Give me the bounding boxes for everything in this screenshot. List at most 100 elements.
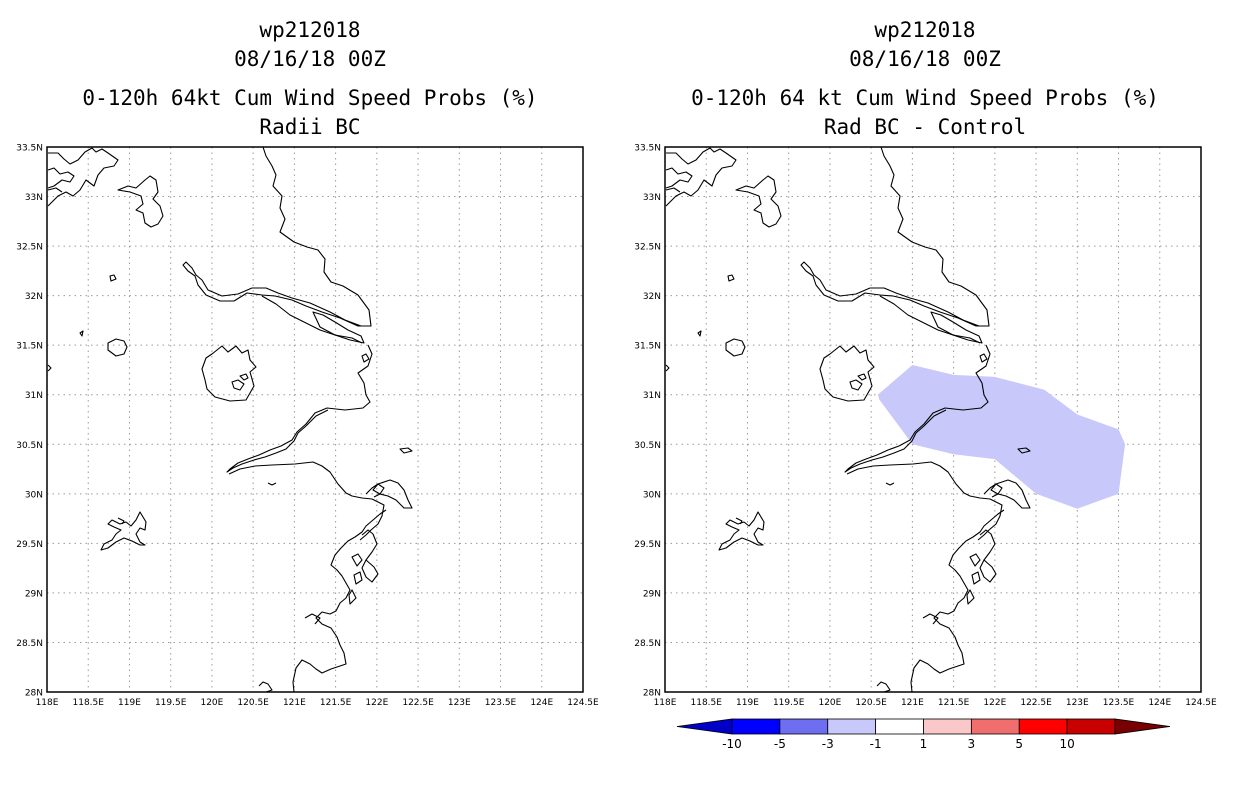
coastline-segment bbox=[231, 379, 245, 391]
lat-tick-label: 28N bbox=[643, 689, 661, 699]
coastline-segment bbox=[665, 364, 670, 372]
lat-tick-label: 28N bbox=[25, 689, 43, 699]
coastline-segment bbox=[990, 483, 1003, 495]
coastline-segment bbox=[819, 345, 875, 402]
colorbar-tick-label: 3 bbox=[968, 737, 976, 751]
coastline-segment bbox=[353, 571, 363, 585]
lat-tick-label: 31.5N bbox=[634, 342, 661, 352]
coastline-segment bbox=[117, 175, 164, 228]
lon-tick-label: 124.5E bbox=[1185, 698, 1217, 708]
lat-tick-label: 30.5N bbox=[634, 441, 661, 451]
left-init-time: 08/16/18 00Z bbox=[234, 47, 386, 71]
coastline-segment bbox=[725, 338, 746, 357]
coastline-segment bbox=[910, 509, 1005, 693]
colorbar-tick-label: -1 bbox=[870, 737, 882, 751]
lat-tick-label: 30.5N bbox=[16, 441, 43, 451]
lon-tick-label: 119E bbox=[736, 698, 759, 708]
coastline-segment bbox=[228, 461, 385, 541]
left-map-gridlines bbox=[47, 147, 583, 692]
coastline-segment bbox=[117, 517, 125, 525]
lon-tick-label: 118.5E bbox=[691, 698, 723, 708]
colorbar-tick-label: 10 bbox=[1059, 737, 1074, 751]
left-panel-title: wp212018 08/16/18 00Z 0-120h 64kt Cum Wi… bbox=[20, 16, 600, 142]
lon-tick-label: 119E bbox=[118, 698, 141, 708]
coastline-segment bbox=[372, 483, 385, 495]
colorbar-tick-label: -3 bbox=[822, 737, 834, 751]
lon-tick-label: 120.5E bbox=[855, 698, 887, 708]
coastline-segment bbox=[304, 613, 321, 625]
lon-tick-label: 122.5E bbox=[1020, 698, 1052, 708]
coastline-segment bbox=[361, 529, 379, 583]
lat-tick-label: 33N bbox=[643, 193, 661, 203]
coastline-segment bbox=[109, 274, 117, 282]
right-map-frame bbox=[664, 146, 1202, 693]
lon-tick-label: 118E bbox=[36, 698, 59, 708]
lon-tick-label: 121E bbox=[283, 698, 306, 708]
colorbar-tick-label: 1 bbox=[920, 737, 928, 751]
coastline-segment bbox=[226, 344, 373, 473]
right-map-lon-labels: 118E 118.5E 119E 119.5E 120E 120.5E 121E 121.5E… bbox=[654, 698, 1217, 708]
coastline-segment bbox=[47, 167, 75, 189]
lon-tick-label: 118E bbox=[654, 698, 677, 708]
left-product-title: 0-120h 64kt Cum Wind Speed Probs (%) bbox=[82, 86, 538, 110]
coastline-segment bbox=[100, 511, 147, 551]
lat-tick-label: 30N bbox=[25, 490, 43, 500]
coastline-segment bbox=[79, 330, 84, 337]
lat-tick-label: 31N bbox=[25, 391, 43, 401]
coastline-segment bbox=[876, 681, 891, 693]
coastline-segment bbox=[47, 147, 119, 207]
coastline-segment bbox=[201, 345, 257, 402]
coastline-segment bbox=[930, 311, 983, 344]
left-map-frame bbox=[46, 146, 584, 693]
coastline-segment bbox=[966, 589, 975, 605]
colorbar-swatch bbox=[875, 718, 924, 735]
lat-tick-label: 31.5N bbox=[16, 342, 43, 352]
colorbar-swatch bbox=[923, 718, 972, 735]
lon-tick-label: 124E bbox=[530, 698, 553, 708]
left-map-lat-labels: 33.5N 33N 32.5N 32N 31.5N 31N 30.5N 30N 29.5N 29N… bbox=[16, 144, 43, 699]
lon-tick-label: 119.5E bbox=[155, 698, 187, 708]
lat-tick-label: 32.5N bbox=[634, 243, 661, 253]
right-map-panel: 118E 118.5E 119E 119.5E 120E 120.5E 121E 121.5E… bbox=[634, 144, 1217, 709]
lat-tick-label: 28.5N bbox=[16, 639, 43, 649]
lat-tick-label: 32N bbox=[643, 292, 661, 302]
colorbar-tick-label: -10 bbox=[722, 737, 742, 751]
coastline-segment bbox=[718, 511, 765, 551]
left-map-lon-labels: 118E 118.5E 119E 119.5E 120E 120.5E 121E 121.5E… bbox=[36, 698, 599, 708]
left-product-subtitle: Radii BC bbox=[259, 115, 361, 139]
coastline-segment bbox=[351, 553, 363, 567]
colorbar-swatch bbox=[779, 718, 829, 735]
coastline-segment bbox=[292, 509, 387, 693]
lon-tick-label: 121.5E bbox=[320, 698, 352, 708]
lat-tick-label: 32N bbox=[25, 292, 43, 302]
coastline-segment bbox=[47, 187, 63, 193]
lon-tick-label: 118.5E bbox=[73, 698, 105, 708]
lon-tick-label: 122.5E bbox=[402, 698, 434, 708]
coastline-segment bbox=[735, 175, 782, 228]
probability-difference-area bbox=[877, 365, 1126, 509]
colorbar-min-arrow bbox=[676, 718, 733, 735]
lon-tick-label: 121.5E bbox=[938, 698, 970, 708]
lon-tick-label: 120E bbox=[818, 698, 841, 708]
lat-tick-label: 32.5N bbox=[16, 243, 43, 253]
lat-tick-label: 33.5N bbox=[16, 144, 43, 154]
coastline-segment bbox=[849, 379, 863, 391]
coastline-segment bbox=[857, 373, 867, 381]
lon-tick-label: 120.5E bbox=[237, 698, 269, 708]
coastline-segment bbox=[239, 373, 249, 381]
right-product-title: 0-120h 64 kt Cum Wind Speed Probs (%) bbox=[691, 86, 1159, 110]
coastline-segment bbox=[107, 338, 128, 357]
coastline-segment bbox=[665, 147, 737, 207]
colorbar-swatch bbox=[731, 718, 781, 735]
lat-tick-label: 29N bbox=[25, 589, 43, 599]
colorbar-max-arrow bbox=[1114, 718, 1171, 735]
coastline-segment bbox=[348, 589, 357, 605]
coastline-segment bbox=[971, 571, 981, 585]
colorbar: -10 -5 -3 -1 1 3 5 10 bbox=[676, 718, 1171, 751]
coastline-segment bbox=[800, 146, 990, 327]
coastline-segment bbox=[312, 311, 365, 344]
right-panel-title: wp212018 08/16/18 00Z 0-120h 64 kt Cum W… bbox=[620, 16, 1230, 142]
coastline-segment bbox=[844, 344, 991, 473]
coastline-segment bbox=[979, 353, 988, 363]
